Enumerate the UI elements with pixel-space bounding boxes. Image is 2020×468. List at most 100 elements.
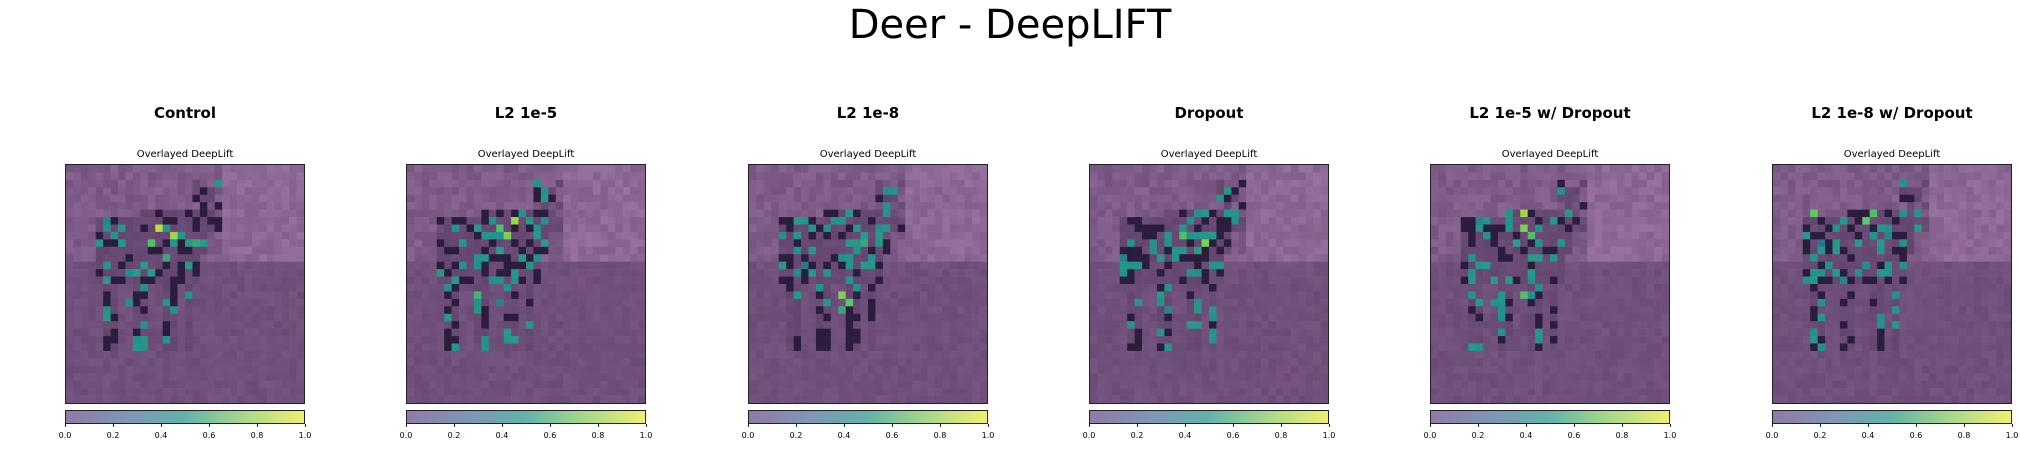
heatmap-cell	[259, 276, 268, 285]
heatmap-cell	[949, 246, 958, 255]
heatmap-cell	[1275, 246, 1284, 255]
heatmap-cell	[920, 231, 928, 240]
heatmap-cell	[1505, 231, 1514, 240]
heatmap-cell	[1490, 298, 1499, 307]
heatmap-cell	[481, 306, 490, 315]
heatmap-cell	[1231, 194, 1240, 203]
heatmap-cell	[912, 246, 921, 255]
heatmap-cell	[170, 246, 178, 255]
heatmap-cell	[118, 217, 126, 225]
heatmap-cell	[927, 246, 936, 255]
heatmap-cell	[1520, 336, 1528, 344]
heatmap-cell	[756, 246, 765, 255]
heatmap-cell	[110, 224, 119, 233]
heatmap-cell	[1201, 261, 1210, 270]
heatmap-cell	[1520, 328, 1528, 337]
heatmap-cell	[436, 246, 445, 255]
heatmap-cell	[771, 194, 780, 203]
heatmap-cell	[1119, 373, 1128, 381]
heatmap-cell	[289, 380, 297, 389]
heatmap-cell	[222, 179, 230, 188]
heatmap-cell	[808, 179, 817, 188]
heatmap-cell	[1579, 261, 1588, 270]
colorbar-tick-label: 0.6	[202, 431, 216, 440]
heatmap-cell	[414, 217, 423, 225]
heatmap-cell	[555, 276, 564, 285]
heatmap-cell	[162, 261, 171, 270]
heatmap-cell	[555, 202, 564, 210]
heatmap-cell	[1535, 269, 1543, 277]
heatmap-cell	[1290, 373, 1299, 381]
heatmap-cell	[979, 388, 987, 396]
heatmap-cell	[229, 179, 238, 188]
heatmap-cell	[1453, 217, 1462, 225]
heatmap-cell	[147, 373, 156, 381]
heatmap-cell	[1142, 306, 1150, 315]
heatmap-cell	[979, 365, 987, 374]
heatmap-cell	[1238, 172, 1247, 181]
heatmap-cell	[1557, 224, 1566, 233]
heatmap-cell	[1283, 373, 1292, 381]
heatmap-cell	[80, 291, 89, 300]
heatmap	[406, 164, 646, 404]
heatmap-cell	[125, 365, 134, 374]
heatmap-cell	[1261, 291, 1269, 300]
heatmap-cell	[533, 298, 542, 307]
heatmap-cell	[162, 269, 171, 277]
heatmap-cell	[88, 388, 97, 396]
heatmap-cell	[1283, 298, 1292, 307]
heatmap-cell	[1290, 231, 1299, 240]
heatmap-cell	[905, 269, 913, 277]
heatmap-cell	[563, 350, 571, 359]
heatmap-cell	[1468, 202, 1476, 210]
heatmap-cell	[162, 276, 171, 285]
heatmap-cell	[1639, 172, 1647, 181]
heatmap-cell	[1587, 336, 1595, 344]
heatmap-cell	[1290, 313, 1299, 322]
heatmap-cell	[1557, 276, 1566, 285]
heatmap-cell	[1283, 284, 1292, 292]
heatmap-cell	[1268, 254, 1277, 262]
heatmap-cell	[1223, 321, 1232, 329]
heatmap-cell	[88, 202, 97, 210]
heatmap-cell	[503, 380, 512, 389]
heatmap-cell	[1119, 395, 1128, 403]
heatmap-cell	[830, 350, 839, 359]
heatmap-cell	[845, 313, 854, 322]
heatmap-cell	[972, 284, 980, 292]
heatmap-cell	[808, 350, 817, 359]
heatmap-cell	[222, 365, 230, 374]
heatmap-cell	[125, 336, 134, 344]
heatmap-cell	[155, 261, 163, 270]
heatmap-cell	[845, 187, 854, 196]
heatmap-cell	[1194, 276, 1202, 285]
heatmap-cell	[1579, 254, 1588, 262]
heatmap-cell	[185, 313, 193, 322]
heatmap-cell	[526, 313, 534, 322]
heatmap-cell	[1171, 328, 1180, 337]
heatmap-cell	[838, 194, 846, 203]
heatmap-cell	[964, 165, 973, 173]
heatmap-cell	[1119, 187, 1128, 196]
heatmap-cell	[890, 194, 899, 203]
heatmap-cell	[1587, 217, 1595, 225]
heatmap-cell	[473, 217, 482, 225]
heatmap-cell	[771, 298, 780, 307]
heatmap-cell	[66, 395, 74, 403]
heatmap-cell	[110, 254, 119, 262]
heatmap-cell	[1238, 321, 1247, 329]
heatmap-cell	[207, 217, 216, 225]
heatmap-cell	[1156, 269, 1165, 277]
heatmap-cell	[429, 328, 438, 337]
heatmap-cell	[88, 328, 97, 337]
heatmap-cell	[185, 202, 193, 210]
heatmap-cell	[259, 231, 268, 240]
heatmap-cell	[274, 350, 282, 359]
heatmap-cell	[503, 269, 512, 277]
heatmap-cell	[421, 321, 430, 329]
heatmap-cell	[1587, 202, 1595, 210]
heatmap-cell	[1275, 321, 1284, 329]
heatmap-cell	[177, 321, 186, 329]
heatmap-cell	[920, 328, 928, 337]
heatmap-cell	[281, 395, 290, 403]
